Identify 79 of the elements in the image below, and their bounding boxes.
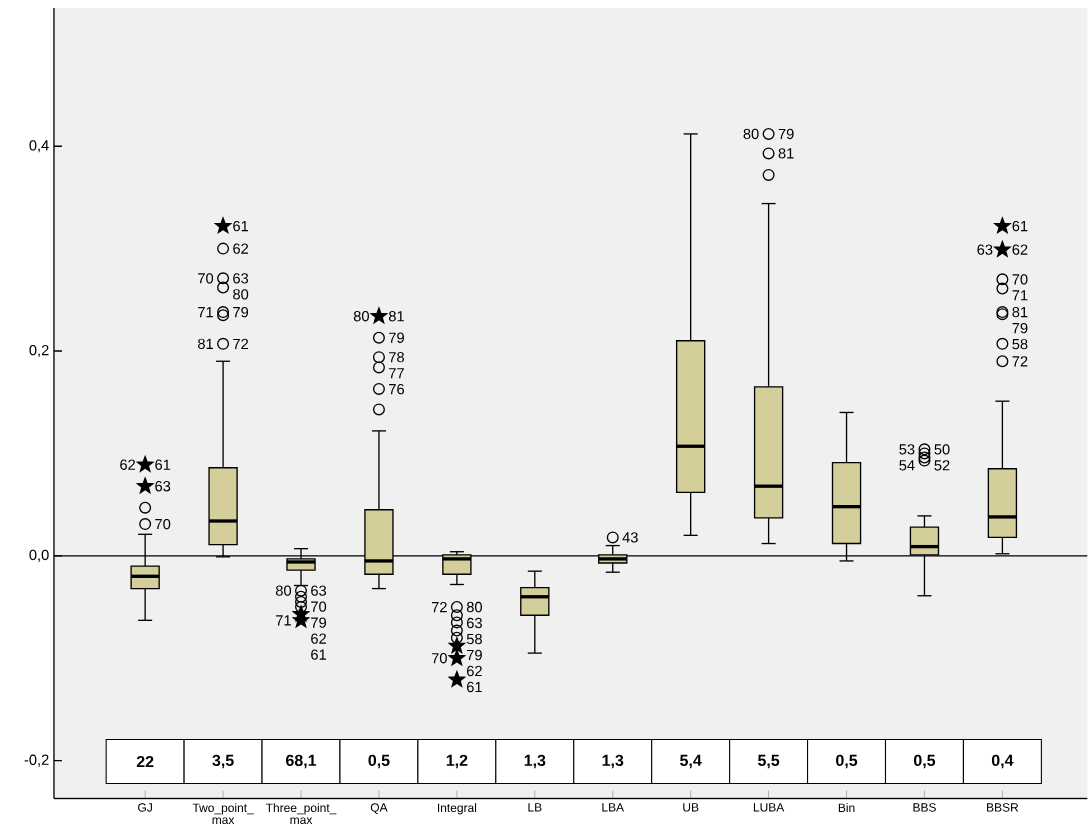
annotation: 71 (198, 306, 213, 317)
annotation: 1,3 (602, 754, 624, 769)
x-tick-label: BBSR (987, 802, 1019, 812)
annotation: 80 (743, 128, 759, 139)
x-tick-label: LBA (602, 802, 625, 812)
annotation: 71 (276, 615, 291, 626)
annotation: 79 (389, 332, 404, 343)
annotation: 5,5 (757, 754, 780, 769)
x-tick-label: UB (683, 802, 699, 812)
annotation: 63 (155, 480, 171, 492)
annotation: 70 (311, 601, 327, 612)
annotation: 70 (1012, 273, 1028, 285)
annotation: 62 (467, 665, 482, 676)
annotation: 0,5 (368, 754, 390, 769)
annotation: 72 (431, 601, 447, 612)
annotation: 79 (311, 617, 327, 628)
annotation: 43 (622, 531, 638, 543)
annotation: 62 (120, 459, 136, 470)
annotation: 52 (934, 459, 950, 471)
annotation: 79 (1012, 322, 1028, 334)
x-tick-label: LB (528, 802, 542, 812)
x-tick-label: Bin (838, 802, 855, 812)
annotation: 62 (1012, 244, 1028, 255)
annotation: 70 (431, 652, 447, 664)
annotation: 78 (389, 351, 404, 363)
annotation: 63 (977, 244, 993, 255)
x-tick-label: GJ (138, 802, 152, 812)
annotation: 63 (467, 617, 482, 628)
annotation: 79 (467, 649, 482, 660)
annotation: 61 (155, 459, 171, 470)
annotation: 76 (389, 383, 404, 395)
x-tick-label: Two_point_ max (192, 802, 254, 824)
annotation: 61 (311, 649, 326, 660)
annotation: 80 (233, 288, 249, 300)
x-tick-label: Three_point_ max (265, 802, 337, 824)
y-tick-label: 0,2 (29, 344, 49, 357)
annotation: 0,4 (991, 754, 1014, 769)
annotation: 53 (899, 443, 915, 455)
annotation: 58 (1012, 338, 1028, 350)
annotation: 70 (198, 272, 214, 284)
annotation: 68,1 (286, 754, 317, 769)
annotation: 61 (233, 220, 249, 232)
annotation: 77 (389, 367, 404, 378)
annotation: 63 (311, 585, 327, 596)
annotation: 63 (233, 272, 249, 284)
annotation: 0,5 (913, 754, 936, 769)
annotation: 80 (466, 601, 482, 612)
y-tick-label: 0,0 (29, 549, 49, 562)
annotation: 80 (275, 585, 292, 596)
annotation: 79 (778, 128, 794, 139)
annotation: 79 (233, 306, 249, 318)
annotation: 54 (899, 459, 915, 471)
annotation: 70 (155, 518, 171, 530)
annotation: 72 (1012, 355, 1028, 367)
x-tick-label: BBS (913, 802, 936, 812)
y-tick-label: 0,4 (29, 139, 49, 153)
annotation: 81 (1012, 306, 1028, 318)
annotation: 72 (233, 338, 249, 349)
annotation: 81 (198, 338, 213, 349)
x-tick-label: Integral (437, 802, 477, 815)
annotation: 50 (934, 443, 950, 455)
annotation: 61 (467, 681, 482, 692)
annotation: 80 (353, 310, 369, 322)
x-tick-label: QA (370, 802, 388, 814)
y-tick-label: -0,2 (24, 754, 49, 767)
annotation: 81 (778, 147, 794, 159)
annotation: 1,2 (446, 754, 468, 769)
annotation: 71 (1012, 290, 1028, 301)
annotation: 61 (1012, 220, 1028, 232)
annotation: 81 (388, 310, 404, 322)
annotation: 5,4 (680, 754, 702, 769)
annotation: 62 (233, 243, 249, 254)
x-tick-label: LUBA (753, 802, 785, 812)
annotation: 0,5 (836, 754, 858, 769)
annotation: 58 (466, 633, 482, 644)
annotation: 3,5 (212, 754, 234, 769)
annotation: 62 (311, 633, 326, 644)
annotation: 1,3 (524, 754, 546, 769)
annotation: 22 (136, 755, 154, 767)
